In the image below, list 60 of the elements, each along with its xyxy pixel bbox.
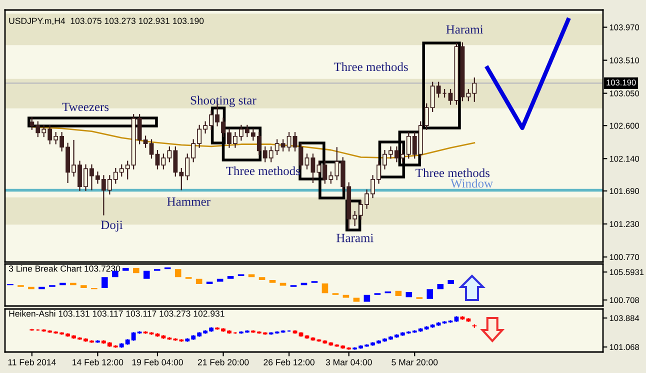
annotation: Three methods <box>416 168 490 178</box>
bar <box>269 280 276 283</box>
bar <box>112 270 118 278</box>
bar <box>132 268 140 274</box>
chart-title: 3 Line Break Chart 103.7230 <box>8 265 120 272</box>
x-tick-label: 5 Mar 20:00 <box>392 359 438 366</box>
annotation: Shooting star <box>190 96 256 108</box>
bar <box>364 294 370 302</box>
annotation: Tweezers <box>62 102 109 112</box>
bar <box>28 286 34 290</box>
ref-line-label: 103.190 <box>606 80 636 86</box>
y-tick-label: 103.050 <box>610 90 640 96</box>
x-tick-label: 26 Feb 12:00 <box>264 358 314 366</box>
bar <box>406 292 412 298</box>
candlestick <box>448 88 453 106</box>
bar <box>437 284 444 290</box>
bar <box>102 277 108 288</box>
y-tick-label: 102.140 <box>610 156 640 162</box>
chart-title: Heiken-Ashi 103.131 103.117 103.117 103.273 102.931 <box>9 310 224 317</box>
bar <box>448 280 454 284</box>
ref-line-label: Window <box>450 178 494 188</box>
y-tick-label: 103.970 <box>610 24 640 30</box>
y-tick-label: 100.708 <box>610 297 640 304</box>
x-tick-label: 21 Feb 20:00 <box>198 358 249 366</box>
y-tick-label: 103.510 <box>610 57 640 64</box>
bar <box>196 278 202 284</box>
bar <box>70 282 76 286</box>
y-tick-label: 102.600 <box>610 122 640 129</box>
annotation: Doji <box>101 220 123 232</box>
y-tick-label: 101.068 <box>610 344 640 350</box>
bar <box>258 277 266 280</box>
candlestick <box>149 138 154 160</box>
bar <box>174 269 182 278</box>
x-tick-label: 14 Feb 12:00 <box>72 358 124 366</box>
text: USDJPY.m,H4 103.075 103.273 102.931 103.190 <box>9 18 204 26</box>
candlestick <box>304 153 310 170</box>
bar <box>353 298 360 302</box>
bar <box>426 289 434 299</box>
candlestick <box>155 149 160 170</box>
x-tick-label: 11 Feb 2014 <box>8 358 56 366</box>
annotation: Harami <box>446 25 484 34</box>
bar <box>322 283 328 294</box>
x-tick-label: 3 Mar 04:00 <box>326 359 372 366</box>
annotation: Hammer <box>167 198 210 206</box>
bar <box>227 276 234 279</box>
candlestick <box>298 142 304 170</box>
x-tick-label: 19 Feb 04:00 <box>132 358 183 366</box>
y-tick-label: 101.230 <box>610 221 640 228</box>
bar <box>395 290 402 296</box>
y-tick-label: 105.5931 <box>610 269 644 276</box>
bar <box>122 268 129 271</box>
annotation: Harami <box>336 234 374 242</box>
annotation: Three methods <box>334 62 408 72</box>
bar <box>143 270 150 279</box>
y-tick-label: 103.884 <box>610 315 640 322</box>
bar <box>60 282 66 286</box>
y-tick-label: 100.770 <box>610 254 640 260</box>
bar <box>80 285 87 288</box>
bar <box>38 286 45 290</box>
y-tick-label: 101.690 <box>610 188 640 194</box>
